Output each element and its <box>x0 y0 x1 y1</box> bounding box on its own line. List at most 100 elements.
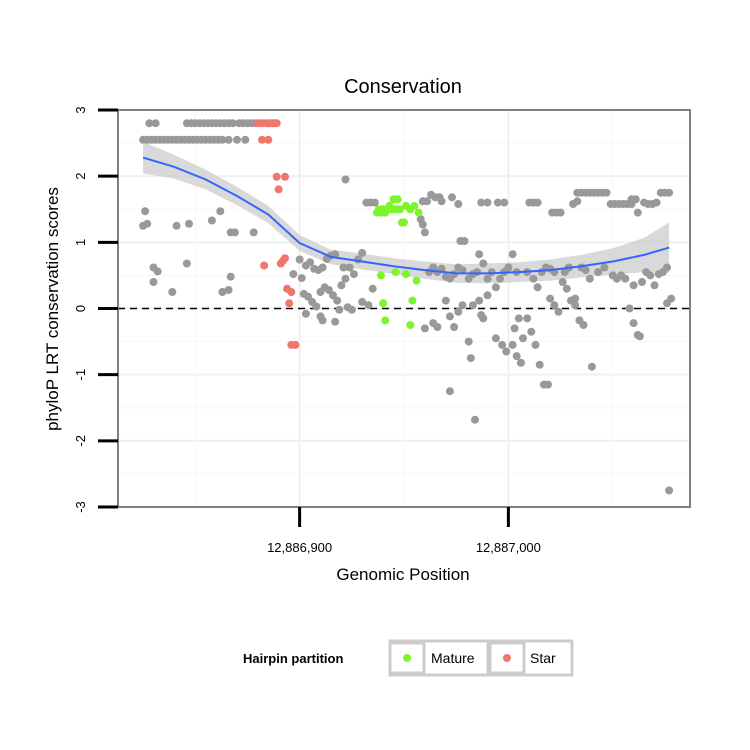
point-other <box>531 340 540 349</box>
point-other <box>571 294 580 303</box>
point-mature <box>410 201 419 210</box>
point-other <box>550 301 559 310</box>
point-other <box>579 321 588 329</box>
point-other <box>483 291 492 300</box>
point-other <box>667 294 676 303</box>
point-other <box>508 340 517 349</box>
y-tick-label: -1 <box>73 369 88 381</box>
point-other <box>468 301 477 310</box>
point-other <box>479 259 488 268</box>
point-other <box>445 312 454 321</box>
point-other <box>508 250 517 259</box>
point-other <box>226 272 235 281</box>
point-other <box>546 294 555 303</box>
point-other <box>289 270 298 279</box>
point-mature <box>412 276 421 285</box>
smooth-fit <box>142 156 670 275</box>
point-other <box>533 198 542 207</box>
point-other <box>629 319 638 328</box>
point-other <box>475 250 484 259</box>
legend-label-mature: Mature <box>431 650 475 666</box>
y-tick-label: -3 <box>73 501 88 513</box>
data-points <box>139 119 676 495</box>
point-other <box>535 360 544 369</box>
point-other <box>646 271 655 280</box>
point-other <box>627 200 636 208</box>
point-other <box>224 135 233 144</box>
confidence-band-area <box>143 141 670 284</box>
point-other <box>182 259 191 268</box>
point-mature <box>393 195 402 204</box>
point-mature <box>402 270 411 279</box>
point-other <box>500 198 509 207</box>
point-other <box>418 220 427 229</box>
point-other <box>483 274 492 283</box>
point-other <box>337 281 346 290</box>
point-star <box>285 299 294 308</box>
point-other <box>295 255 304 264</box>
point-other <box>347 305 356 314</box>
point-other <box>341 274 350 283</box>
point-other <box>345 263 354 272</box>
point-other <box>318 316 327 325</box>
point-other <box>562 284 571 293</box>
point-other <box>331 317 340 326</box>
point-other <box>483 198 492 207</box>
point-other <box>471 415 479 424</box>
point-other <box>297 274 306 283</box>
point-other <box>629 281 638 290</box>
point-other <box>445 387 454 396</box>
point-star <box>264 135 273 144</box>
point-other <box>473 268 482 277</box>
point-star <box>281 254 289 263</box>
point-mature <box>408 296 417 305</box>
point-other <box>519 334 527 343</box>
point-other <box>516 358 525 367</box>
point-other <box>493 198 502 207</box>
point-other <box>491 334 500 343</box>
point-other <box>477 198 486 207</box>
point-other <box>454 307 463 316</box>
point-other <box>349 270 358 279</box>
point-other <box>249 228 258 237</box>
point-star <box>291 340 300 349</box>
point-other <box>665 188 674 197</box>
x-tick-label: 12,886,900 <box>267 540 332 555</box>
point-other <box>143 219 152 228</box>
point-other <box>331 250 340 259</box>
y-tick-label: 2 <box>73 173 88 180</box>
point-other <box>312 302 321 311</box>
point-other <box>151 119 160 128</box>
point-other <box>230 228 239 237</box>
point-other <box>306 258 315 267</box>
legend-dot-star <box>503 654 511 662</box>
point-other <box>496 274 504 283</box>
point-other <box>437 197 446 206</box>
point-other <box>571 301 580 310</box>
point-other <box>358 297 367 306</box>
point-other <box>514 314 523 323</box>
point-other <box>475 296 484 305</box>
point-mature <box>391 268 400 277</box>
point-other <box>420 324 429 333</box>
point-other <box>216 207 225 216</box>
point-other <box>339 263 348 272</box>
legend-title: Hairpin partition <box>243 651 343 666</box>
point-other <box>594 268 603 277</box>
point-other <box>335 305 344 314</box>
point-other <box>558 278 567 286</box>
point-other <box>477 311 486 320</box>
point-other <box>466 354 475 363</box>
point-mature <box>381 208 390 217</box>
point-other <box>233 135 241 144</box>
point-star <box>274 185 283 194</box>
point-star <box>272 119 281 128</box>
point-other <box>207 216 216 225</box>
point-other <box>370 198 379 207</box>
point-other <box>625 304 634 313</box>
point-other <box>527 327 536 336</box>
x-tick-label: 12,887,000 <box>476 540 541 555</box>
point-mature <box>377 271 385 280</box>
point-other <box>663 263 671 272</box>
point-mature <box>395 205 404 214</box>
